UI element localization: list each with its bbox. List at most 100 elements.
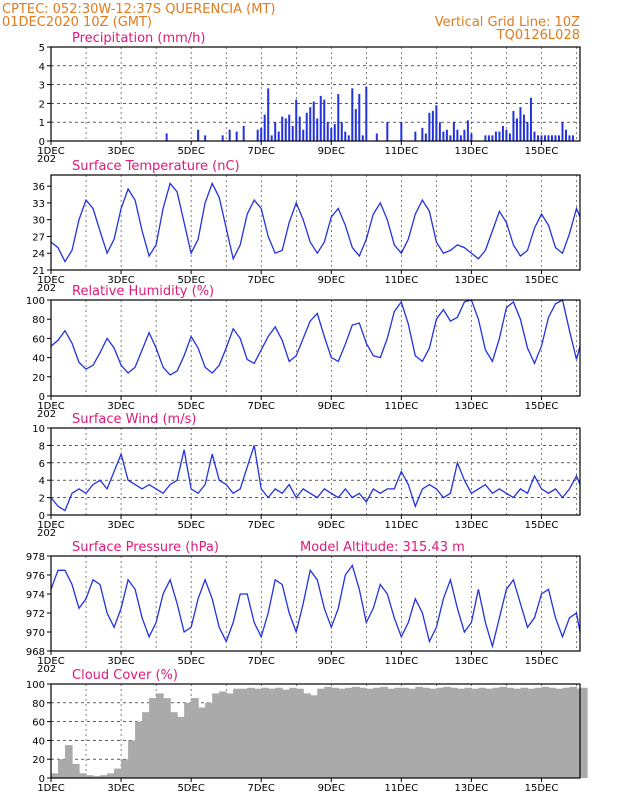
cloud-bar: [380, 686, 388, 778]
precip-bar: [365, 86, 368, 141]
precip-ytick-label: 2: [39, 99, 45, 110]
cloud-bar: [401, 687, 409, 778]
precip-bar: [491, 135, 494, 141]
cloud-bar: [219, 691, 227, 778]
cloud-bar: [471, 688, 480, 778]
pres-xtick-label: 13DEC: [455, 656, 489, 667]
cloud-bar: [513, 688, 522, 778]
wind-ytick-label: 2: [39, 494, 45, 505]
cloud-bar: [457, 688, 465, 778]
precip-bar: [508, 133, 511, 141]
pres-xtick-label: 11DEC: [384, 656, 418, 667]
cloud-bar: [254, 688, 262, 778]
temp-ytick-label: 24: [32, 249, 45, 260]
rh-frame: [50, 299, 581, 397]
cloud-bar: [296, 688, 304, 778]
precip-bar: [165, 133, 168, 141]
cloud-bar: [331, 687, 339, 778]
cloud-bar: [72, 763, 80, 778]
cloud-bar: [415, 686, 423, 778]
cloud-bar: [352, 686, 360, 778]
rh-ytick-label: 80: [32, 315, 45, 326]
precip-bar: [459, 135, 462, 141]
precip-bar: [274, 122, 277, 141]
cloud-bar: [359, 687, 367, 778]
cloud-bar: [534, 687, 543, 778]
temp-xtick-label: 9DEC: [318, 275, 345, 286]
precip-bar: [463, 129, 466, 141]
pres-panel: 968 970 972 974 976 978 1DEC 3DEC 5DEC 7DEC 9DEC 11…: [26, 540, 581, 675]
precip-bar: [533, 131, 536, 141]
cloud-bar: [191, 698, 199, 778]
cloud-bar: [142, 712, 150, 778]
rh-ytick-label: 60: [32, 334, 45, 345]
rh-xtick-label: 13DEC: [455, 401, 489, 412]
pres-line: [50, 564, 581, 649]
cloud-bar: [212, 693, 220, 778]
pres-xtick-label: 9DEC: [318, 656, 345, 667]
cloud-bar: [443, 686, 451, 778]
cloud-xtick-label: 5DEC: [177, 783, 204, 794]
rh-xtick-label: 1DEC: [37, 401, 64, 412]
cloud-bar: [86, 775, 94, 778]
precip-bar: [519, 107, 522, 141]
precip-bar: [361, 135, 364, 141]
cloud-bar: [282, 689, 290, 778]
cloud-bar: [520, 687, 529, 778]
precip-bar: [501, 125, 504, 141]
precip-xtick-label: 13DEC: [455, 146, 489, 157]
precip-bar: [337, 94, 340, 141]
rh-xtick-label: 15DEC: [525, 401, 559, 412]
temp-xtick-label: 15DEC: [525, 275, 559, 286]
cloud-xtick-label: 7DEC: [248, 783, 275, 794]
wind-ytick-label: 10: [32, 424, 45, 435]
cloud-bar: [366, 688, 374, 778]
rh-xtick-label: 7DEC: [248, 401, 275, 412]
precip-bar: [421, 127, 424, 141]
precip-bar: [529, 97, 532, 141]
cloud-bar: [317, 688, 325, 778]
precip-bar: [571, 135, 574, 141]
precip-ytick-label: 4: [39, 62, 45, 73]
cloud-bar: [184, 702, 192, 778]
cloud-xtick-label: 3DEC: [107, 783, 134, 794]
precip-bar: [354, 109, 357, 141]
cloud-bar: [562, 687, 571, 778]
cloud-bar: [580, 687, 588, 778]
precip-title: Precipitation (mm/h): [72, 31, 205, 46]
precip-bar: [340, 122, 343, 141]
precip-bar: [284, 118, 287, 141]
precip-xtick-label: 5DEC: [177, 146, 204, 157]
pres-ytick-label: 970: [26, 628, 45, 639]
temp-line: [50, 181, 581, 263]
precip-bar: [235, 131, 238, 141]
precip-bar: [424, 133, 427, 141]
cloud-frame: [50, 683, 581, 779]
cloud-bar: [324, 686, 332, 778]
precip-year-label: 202: [37, 154, 56, 165]
precip-bar: [550, 135, 553, 141]
precip-bar: [466, 120, 469, 141]
precip-bar: [228, 129, 231, 141]
wind-ytick-label: 8: [39, 441, 45, 452]
pres-title: Surface Pressure (hPa): [72, 540, 219, 555]
cloud-bar: [170, 712, 178, 778]
cloud-bar: [261, 687, 269, 778]
precip-bar: [316, 118, 319, 141]
precip-bar: [564, 129, 567, 141]
precip-bar: [505, 129, 508, 141]
temp-ytick-label: 21: [32, 266, 45, 277]
precip-bar: [442, 131, 445, 141]
precip-bar: [302, 129, 305, 141]
precip-bar: [449, 135, 452, 141]
precip-bar: [288, 114, 291, 141]
temp-xtick-label: 11DEC: [384, 275, 418, 286]
cloud-bar: [485, 688, 494, 778]
precip-bar: [515, 118, 518, 141]
cloud-bar: [51, 773, 59, 778]
precip-bar: [494, 131, 497, 141]
cloud-bar: [310, 695, 318, 778]
temp-ytick-label: 33: [32, 199, 45, 210]
pres-xtick-label: 5DEC: [177, 656, 204, 667]
cloud-bar: [422, 687, 430, 778]
